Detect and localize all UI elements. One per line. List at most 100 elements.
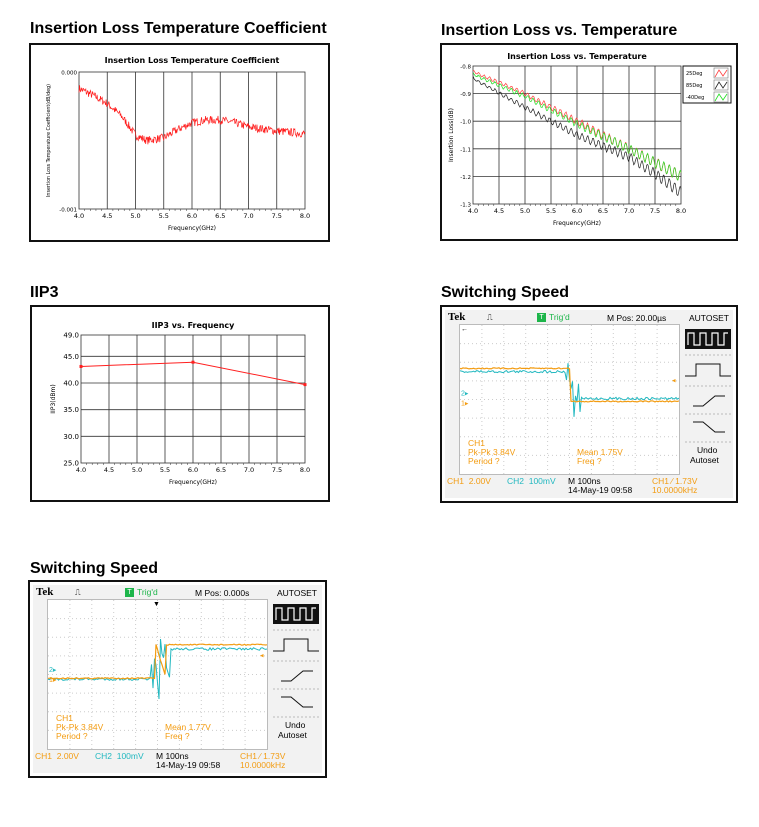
y-tick-label: 0.000 bbox=[61, 71, 77, 77]
heading-il-vs-temp: Insertion Loss vs. Temperature bbox=[441, 22, 678, 39]
y-tick-label: 45.0 bbox=[63, 353, 79, 361]
measurement-channel: CH1 bbox=[468, 438, 486, 448]
x-tick-label: 6.0 bbox=[572, 207, 582, 215]
y-tick-label: -0.9 bbox=[460, 92, 471, 98]
series-line--40Deg bbox=[473, 72, 682, 181]
data-point bbox=[191, 360, 195, 364]
square-wave-icon bbox=[275, 607, 316, 621]
measurement-freq: Freq ? bbox=[577, 456, 602, 466]
trigger-icon: T bbox=[125, 588, 134, 598]
ch1-ground-marker: 1▸ bbox=[49, 677, 57, 684]
x-axis-label: Frequency(GHz) bbox=[553, 220, 601, 227]
series-line-coefficient bbox=[78, 85, 306, 145]
undo-autoset-line2[interactable]: Autoset bbox=[690, 455, 719, 465]
undo-autoset-line1[interactable]: Undo bbox=[285, 720, 306, 730]
x-tick-label: 8.0 bbox=[300, 466, 310, 474]
scope-brand: Tek bbox=[36, 586, 54, 598]
autoset-options bbox=[685, 329, 733, 443]
y-tick-label: -1.1 bbox=[460, 147, 471, 153]
menu-dividers bbox=[273, 629, 321, 718]
undo-autoset-line1[interactable]: Undo bbox=[697, 445, 718, 455]
single-pulse-icon[interactable] bbox=[685, 363, 731, 377]
trigger-icon: T bbox=[537, 313, 546, 323]
single-pulse-icon[interactable] bbox=[273, 638, 319, 652]
undo-autoset-line2[interactable]: Autoset bbox=[278, 730, 307, 740]
trigger-frequency: 10.0000kHz bbox=[652, 485, 698, 495]
y-axis-label: IIP3(dBm) bbox=[50, 384, 57, 413]
measurement-mean: Mean 1.77V bbox=[165, 722, 211, 732]
x-tick-label: 8.0 bbox=[676, 207, 686, 215]
legend-line-icon bbox=[714, 69, 728, 78]
square-wave-icon bbox=[687, 332, 728, 346]
ch1-waveform bbox=[48, 643, 267, 680]
chart-panel-il-vs-temp: Insertion Loss vs. Temperature 4.0 4.5 5.0 5… bbox=[440, 43, 738, 241]
measurement-channel: CH1 bbox=[56, 713, 74, 723]
x-tick-label: 5.0 bbox=[520, 207, 530, 215]
x-tick-label: 7.5 bbox=[272, 212, 282, 220]
heading-il-temp-coef: Insertion Loss Temperature Coefficient bbox=[30, 20, 327, 37]
trigger-status-label: Trig'd bbox=[137, 587, 158, 597]
trigger-level-marker: ◂ bbox=[260, 653, 264, 660]
scope-brand: Tek bbox=[448, 311, 466, 323]
trigger-level: CH1 ∕ 1.73V bbox=[652, 476, 698, 486]
x-tick-label: 4.5 bbox=[102, 212, 112, 220]
x-tick-label: 4.5 bbox=[104, 466, 114, 474]
falling-edge-icon[interactable] bbox=[693, 421, 725, 433]
x-tick-label: 4.0 bbox=[76, 466, 86, 474]
ch1-scale: CH1 2.00V bbox=[35, 751, 79, 761]
horizontal-position: M Pos: 20.00µs bbox=[607, 313, 667, 323]
autoset-menu: Undo Autoset bbox=[271, 599, 323, 750]
measurement-mean: Mean 1.75V bbox=[577, 447, 623, 457]
trigger-position-marker: ▼ bbox=[153, 601, 160, 608]
ch1-waveform bbox=[460, 367, 679, 403]
trigger-frequency: 10.0000kHz bbox=[240, 760, 286, 770]
timestamp: 14-May-19 09:58 bbox=[568, 485, 633, 495]
rising-edge-icon[interactable] bbox=[281, 670, 313, 682]
y-tick-label: -0.8 bbox=[460, 65, 471, 71]
x-tick-label: 8.0 bbox=[300, 212, 310, 220]
y-tick-label: 30.0 bbox=[63, 433, 79, 441]
y-tick-label: 35.0 bbox=[63, 406, 79, 414]
legend-label: -40Deg bbox=[686, 95, 704, 101]
plot-area-frame bbox=[472, 65, 682, 205]
y-axis-label: Insertion Loss Temperature Coefficient(d… bbox=[46, 84, 52, 197]
autoset-option-square-wave[interactable] bbox=[685, 329, 731, 349]
rising-edge-icon[interactable] bbox=[693, 395, 725, 407]
y-axis-label: Insertion Loss(dB) bbox=[448, 108, 455, 162]
trigger-status: T Trig'd bbox=[537, 312, 570, 323]
chart-iip3: IIP3 vs. Frequency 4.0 4.5 5.0 5.5 6.0 6.5 7.0 7… bbox=[50, 321, 310, 486]
falling-edge-icon[interactable] bbox=[281, 696, 313, 708]
data-point bbox=[303, 383, 307, 387]
x-tick-label: 5.0 bbox=[130, 212, 140, 220]
x-tick-label: 4.0 bbox=[468, 207, 478, 215]
heading-switching-speed-2: Switching Speed bbox=[30, 560, 159, 577]
autoset-option-square-wave[interactable] bbox=[273, 604, 319, 624]
ch1-scale: CH1 2.00V bbox=[447, 476, 491, 486]
ch2-ground-marker: 2▸ bbox=[49, 667, 57, 674]
y-tick-label: -0.001 bbox=[59, 208, 77, 214]
x-tick-label: 6.5 bbox=[216, 466, 226, 474]
x-tick-label: 5.5 bbox=[159, 212, 169, 220]
waveform-display: 1▸ 2▸ ◂ ▼ bbox=[48, 600, 267, 749]
legend-label: 25Deg bbox=[686, 71, 702, 77]
scope-screen: 1▸ 2▸ ◂ ▼ bbox=[47, 599, 268, 750]
waveform-display: 1▸ 2▸ ◂ ← bbox=[460, 325, 679, 474]
x-tick-label: 7.5 bbox=[272, 466, 282, 474]
chart-panel-iip3: IIP3 vs. Frequency 4.0 4.5 5.0 5.5 6.0 6.5 7.0 7… bbox=[30, 305, 330, 502]
heading-switching-speed-1: Switching Speed bbox=[441, 284, 570, 301]
timebase: M 100ns bbox=[568, 476, 601, 486]
x-tick-label: 6.0 bbox=[188, 466, 198, 474]
menu-dividers bbox=[685, 354, 733, 443]
x-tick-label: 5.0 bbox=[132, 466, 142, 474]
chart-panel-il-temp-coef: Insertion Loss Temperature Coefficient 4.… bbox=[29, 43, 330, 242]
legend-line-icon bbox=[714, 93, 728, 102]
x-tick-label: 6.0 bbox=[187, 212, 197, 220]
x-tick-label: 7.0 bbox=[624, 207, 634, 215]
trigger-level: CH1 ∕ 1.73V bbox=[240, 751, 286, 761]
x-tick-label: 6.5 bbox=[215, 212, 225, 220]
scope-panel-rising: Tek ⎍ T Trig'd M Pos: 0.000s AUTOSET 1▸ 2▸ ◂ ▼ Un… bbox=[28, 580, 327, 778]
x-tick-label: 4.0 bbox=[74, 212, 84, 220]
scope-screen: 1▸ 2▸ ◂ ← bbox=[459, 324, 680, 475]
pulse-icon: ⎍ bbox=[487, 313, 493, 322]
timebase: M 100ns bbox=[156, 751, 189, 761]
